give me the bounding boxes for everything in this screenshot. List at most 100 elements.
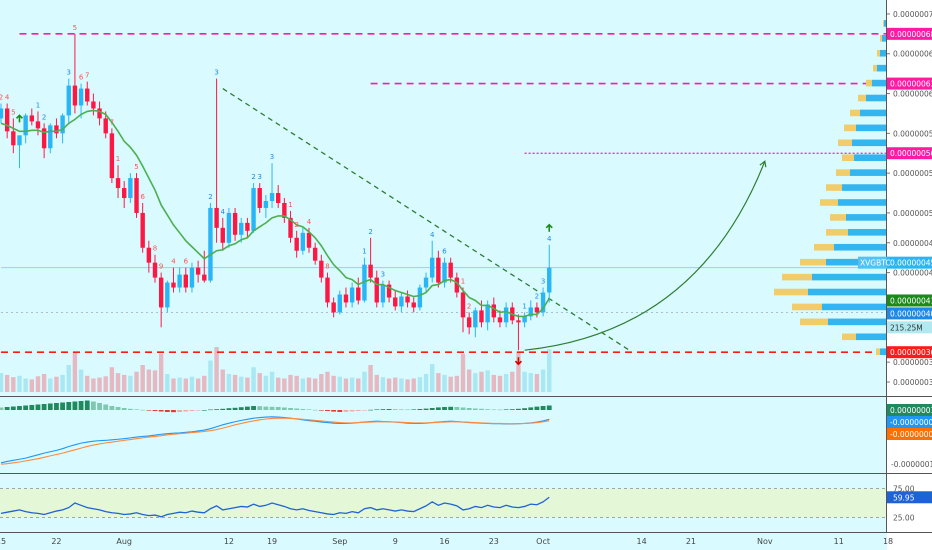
signal-up-arrow — [15, 114, 24, 123]
macd-histogram-bar — [534, 406, 540, 410]
candle-body — [177, 274, 182, 288]
td-count-label: 9 — [159, 263, 163, 271]
projection-arrowhead — [759, 160, 767, 168]
volume-bar — [165, 374, 170, 392]
td-count-label: 3 — [257, 173, 261, 181]
macd-histogram-bar — [503, 409, 509, 410]
x-tick-label: 16 — [439, 537, 449, 546]
td-count-label: 5 — [134, 163, 138, 171]
candle-body — [85, 88, 90, 102]
volume-profile-up-bar — [880, 348, 886, 356]
candle-body — [282, 202, 287, 218]
candle-body — [411, 302, 416, 308]
volume-profile-down-bar — [800, 258, 826, 266]
volume-bar — [460, 353, 466, 392]
volume-bar — [522, 371, 527, 392]
volume-bar — [11, 377, 16, 392]
candle-body — [540, 292, 546, 313]
volume-bar — [534, 374, 540, 392]
candle-body — [208, 207, 213, 281]
macd-histogram-bar — [343, 410, 349, 412]
td-count-label: 8 — [153, 245, 157, 253]
volume-profile-down-bar — [826, 229, 848, 236]
macd-histogram-bar — [10, 406, 16, 410]
macd-histogram-bar — [337, 410, 343, 412]
candle-body — [331, 302, 336, 313]
candle-body — [442, 262, 447, 283]
candle-body — [122, 188, 127, 198]
candle-body — [343, 294, 349, 303]
candle-body — [454, 277, 460, 293]
volume-bar — [97, 377, 102, 392]
volume-bar — [380, 377, 386, 392]
volume-bar — [239, 376, 244, 392]
macd-histogram-bar — [66, 402, 72, 410]
price-label-box — [887, 77, 932, 90]
x-tick-label: Sep — [332, 537, 347, 546]
td-count-label: 2 — [535, 292, 539, 300]
macd-histogram-bar — [257, 406, 263, 410]
td-count-label: 3 — [381, 271, 385, 279]
candle-body — [399, 296, 404, 307]
volume-bar — [109, 367, 115, 392]
volume-profile-down-bar — [876, 348, 880, 356]
macd-label-text: -0.00000001 — [890, 430, 932, 439]
candle-body — [417, 287, 423, 308]
projection-arc — [524, 160, 766, 351]
td-count-label: 3 — [270, 153, 274, 161]
candle-body — [189, 267, 195, 288]
volume-bar — [35, 376, 41, 392]
macd-histogram-bar — [29, 405, 35, 410]
td-count-label: 1 — [36, 101, 40, 109]
volume-profile-up-bar — [846, 214, 886, 221]
candle-body — [41, 128, 47, 149]
price-tick-label: 0.00000033 — [893, 378, 932, 387]
candle-body — [497, 317, 503, 323]
td-count-label: 6 — [184, 258, 189, 266]
macd-histogram-bar — [263, 406, 269, 410]
td-count-label: 3 — [214, 69, 218, 77]
price-label-text: 0.00000068 — [890, 30, 932, 39]
macd-histogram-bar — [103, 404, 109, 410]
candle-body — [97, 108, 102, 119]
price-tick-label: 0.00000058 — [893, 129, 932, 138]
price-tick-label: 0.00000044 — [893, 269, 932, 278]
volume-profile-down-bar — [842, 154, 854, 162]
volume-bar — [263, 375, 269, 392]
volume-bar — [146, 369, 152, 392]
macd-histogram-bar — [72, 401, 78, 410]
x-tick-label: Oct — [536, 537, 550, 546]
candle-body — [479, 310, 484, 323]
signal-up-arrow — [545, 223, 553, 232]
volume-profile-up-bar — [848, 229, 886, 236]
x-tick-label: 18 — [883, 537, 893, 546]
td-count-label: 2 — [467, 302, 471, 310]
candle-body — [269, 193, 275, 201]
td-count-label: 3 — [541, 278, 545, 286]
volume-bar — [226, 374, 232, 392]
price-tick-label: 0.00000066 — [893, 50, 932, 59]
candle-body — [214, 207, 219, 228]
macd-label-text: -0.00000000 — [890, 418, 932, 427]
rsi-current-label: 59.95 — [893, 493, 915, 502]
rsi-tick-label: 75.00 — [893, 485, 915, 494]
candle-body — [276, 193, 281, 203]
volume-bar — [189, 376, 195, 392]
macd-histogram-bar — [460, 407, 466, 410]
volume-bar — [454, 375, 460, 392]
volume-bar — [257, 373, 262, 392]
candle-body — [386, 284, 392, 298]
volume-bar — [540, 369, 546, 392]
candle-body — [547, 267, 552, 293]
volume-profile-up-bar — [822, 303, 886, 311]
macd-histogram-bar — [208, 409, 213, 411]
macd-label-box — [887, 404, 932, 416]
volume-bar — [152, 370, 158, 392]
volume-bar — [60, 374, 65, 392]
macd-histogram-bar — [60, 402, 65, 410]
volume-bar — [528, 373, 533, 392]
volume-bar — [78, 369, 84, 392]
candle-body — [202, 274, 207, 281]
macd-histogram-bar — [269, 406, 275, 410]
